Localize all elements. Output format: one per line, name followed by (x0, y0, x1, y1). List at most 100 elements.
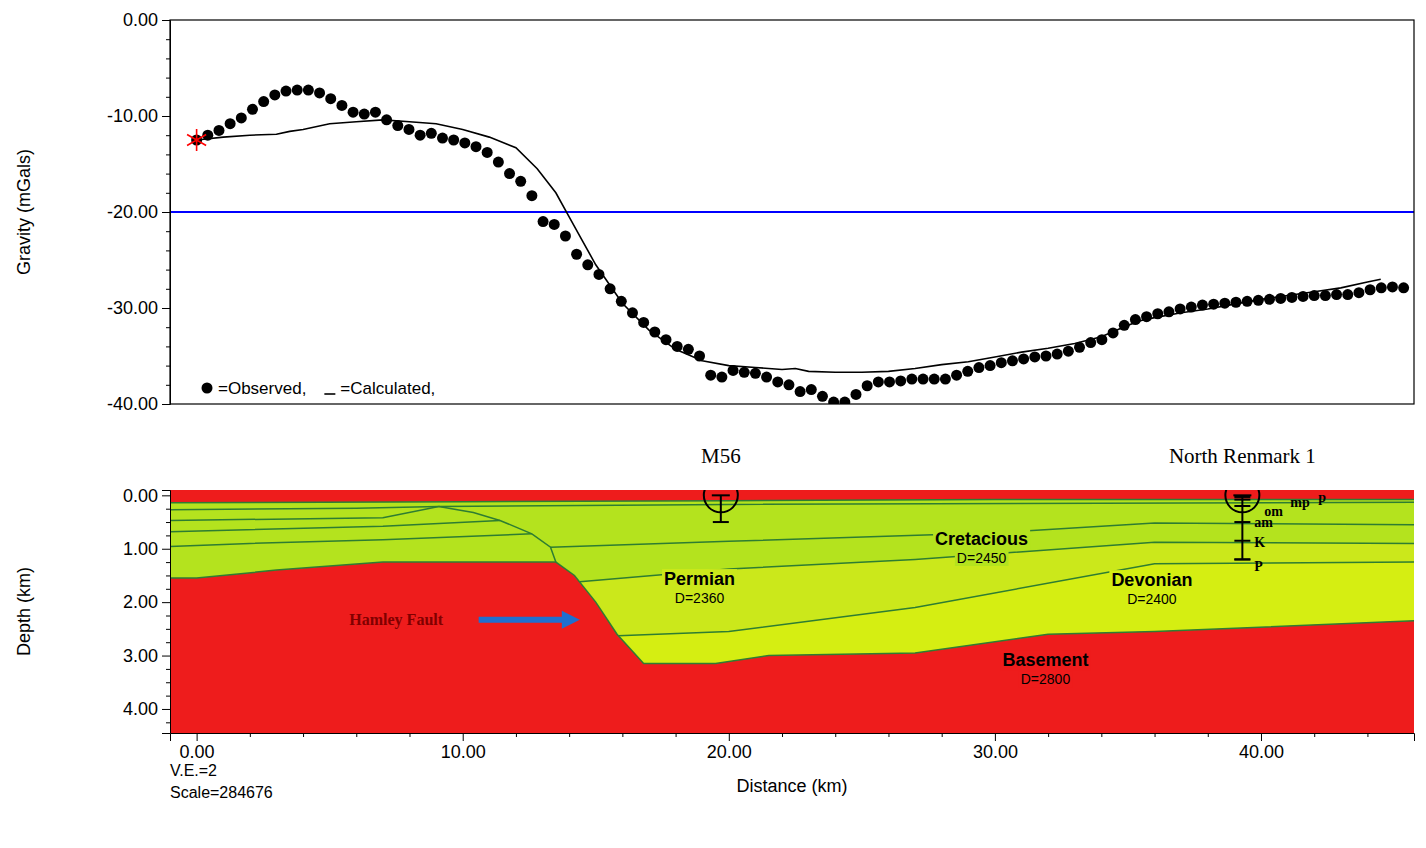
formation-top-tick (1234, 540, 1250, 542)
label-group: Permian (662, 569, 737, 589)
well-head (1233, 494, 1251, 496)
minor-tick-mark (166, 589, 170, 590)
observed-points (191, 85, 1409, 404)
gravity-panel: 0.00-10.00-20.00-30.00-40.00Gravity (mGa… (14, 10, 1414, 414)
tick-mark (1261, 733, 1262, 741)
tick-label: 30.00 (973, 742, 1018, 762)
minor-tick (166, 696, 170, 697)
label-patch (662, 569, 737, 589)
data-point (1007, 355, 1018, 366)
layer-label: Cretacious (935, 529, 1028, 549)
data-point (1040, 351, 1051, 362)
minor-tick-mark (166, 231, 170, 232)
minor-tick (166, 174, 170, 175)
layer-boundary (170, 507, 439, 521)
data-point (895, 375, 906, 386)
fault-arrow-shaft (479, 617, 566, 623)
layer-boundary (170, 534, 532, 547)
data-point (806, 384, 817, 395)
minor-tick-mark (166, 78, 170, 79)
formation-top-label: mp (1290, 495, 1310, 510)
formation-top-tick (1234, 499, 1250, 501)
data-point (940, 374, 951, 385)
tick-label: 4.00 (123, 699, 158, 719)
data-point (1052, 349, 1063, 360)
data-point (504, 168, 515, 179)
plot-frame (170, 20, 1414, 404)
minor-tick (166, 562, 170, 563)
label-group: D=2360 (673, 590, 727, 606)
minor-tick-mark (166, 366, 170, 367)
tick-mark (162, 549, 170, 550)
layer-boundary (170, 562, 1414, 663)
label-patch (1019, 671, 1073, 687)
tick: 3.00 (123, 646, 170, 666)
plot-area (170, 490, 1414, 733)
layer-boundary (618, 562, 1414, 636)
tick: 20.00 (707, 733, 752, 762)
data-point (1063, 346, 1074, 357)
minor-tick (166, 522, 170, 523)
data-point (1342, 289, 1353, 300)
tick-label: -20.00 (107, 202, 158, 222)
minor-tick (166, 231, 170, 232)
minor-tick (166, 270, 170, 271)
tick: 10.00 (441, 733, 486, 762)
data-point (1320, 290, 1331, 301)
fault-arrow-head (562, 611, 580, 629)
data-point (828, 397, 839, 404)
data-point (348, 107, 359, 118)
tick: 30.00 (973, 733, 1018, 762)
well (704, 490, 738, 522)
label-group: D=2400 (1125, 591, 1179, 607)
legend-marker (202, 383, 213, 394)
minor-tick (166, 575, 170, 576)
tick-mark (162, 495, 170, 496)
layer-label: D=2450 (957, 550, 1007, 566)
axis-line (171, 734, 1415, 742)
formation-top-tick (1234, 521, 1250, 523)
layer-label: D=2800 (1021, 671, 1071, 687)
minor-tick-mark (166, 250, 170, 251)
data-point (973, 362, 984, 373)
minor-tick-mark (166, 39, 170, 40)
tick-mark (162, 116, 170, 117)
formation-top-tick (1234, 505, 1250, 507)
well-bore (720, 495, 722, 522)
minor-tick-mark (166, 346, 170, 347)
data-point (325, 93, 336, 104)
label-group: Cretacious (933, 529, 1030, 549)
data-point (918, 374, 929, 385)
tick-mark (729, 733, 730, 741)
minor-tick-mark (166, 327, 170, 328)
data-point (515, 176, 526, 187)
data-point (269, 89, 280, 100)
minor-tick-mark (166, 629, 170, 630)
minor-tick-mark (166, 562, 170, 563)
minor-tick (166, 154, 170, 155)
data-point (403, 124, 414, 135)
data-point (873, 376, 884, 387)
data-point (359, 109, 370, 120)
minor-tick (166, 616, 170, 617)
tick: -10.00 (107, 106, 170, 126)
formation-top-label: am (1254, 515, 1273, 530)
minor-tick-mark (166, 135, 170, 136)
layer-label: Permian (664, 569, 735, 589)
tick-label: 1.00 (123, 539, 158, 559)
label-patch (1125, 591, 1179, 607)
axis-line (162, 21, 171, 405)
formation-top-label: p (1318, 490, 1326, 505)
data-point (739, 367, 750, 378)
data-point (1376, 282, 1387, 293)
minor-tick (166, 722, 170, 723)
label-patch (955, 550, 1009, 566)
tick-mark (162, 20, 170, 21)
tick: 0.00 (123, 10, 170, 30)
layer-polygon (170, 562, 1414, 733)
data-point (1398, 282, 1409, 293)
data-point (1365, 284, 1376, 295)
data-point (906, 374, 917, 385)
data-point (985, 360, 996, 371)
tick-label: -30.00 (107, 298, 158, 318)
